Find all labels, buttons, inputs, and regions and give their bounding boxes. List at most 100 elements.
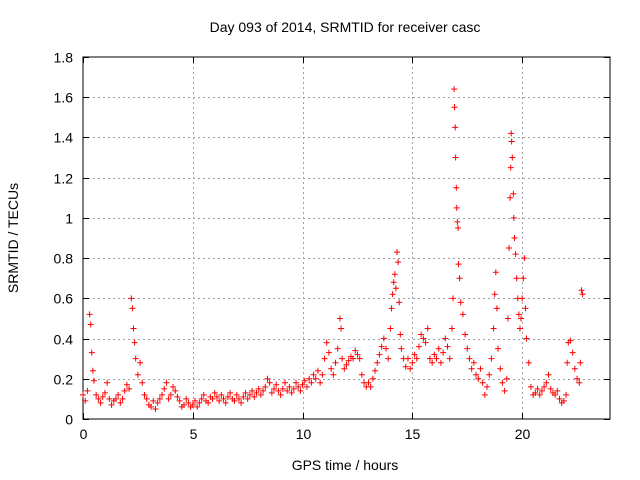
data-point bbox=[409, 359, 416, 366]
data-point bbox=[470, 359, 477, 366]
data-point bbox=[538, 387, 545, 394]
data-point bbox=[143, 395, 150, 402]
data-point bbox=[101, 389, 108, 396]
data-point bbox=[238, 399, 245, 406]
data-point bbox=[222, 399, 229, 406]
data-point bbox=[391, 271, 398, 278]
y-tick-label: 0.2 bbox=[54, 372, 74, 388]
data-point bbox=[397, 331, 404, 338]
data-point bbox=[523, 335, 530, 342]
data-point bbox=[89, 367, 96, 374]
data-point bbox=[378, 343, 385, 350]
data-point bbox=[97, 399, 104, 406]
data-point bbox=[117, 399, 124, 406]
data-point bbox=[198, 395, 205, 402]
data-point bbox=[262, 383, 269, 390]
data-point bbox=[424, 325, 431, 332]
data-point bbox=[365, 379, 372, 386]
data-point bbox=[273, 381, 280, 388]
data-point bbox=[541, 383, 548, 390]
data-point bbox=[209, 395, 216, 402]
y-tick-label: 0 bbox=[65, 412, 73, 428]
data-point bbox=[115, 391, 122, 398]
data-point bbox=[84, 387, 91, 394]
x-axis-label: GPS time / hours bbox=[292, 457, 399, 473]
data-point bbox=[139, 379, 146, 386]
data-point bbox=[433, 355, 440, 362]
data-point bbox=[431, 351, 438, 358]
data-point bbox=[266, 379, 273, 386]
data-point bbox=[418, 331, 425, 338]
data-point bbox=[82, 397, 89, 404]
data-point bbox=[477, 365, 484, 372]
data-point bbox=[512, 251, 519, 258]
data-point bbox=[380, 335, 387, 342]
data-point bbox=[493, 305, 500, 312]
data-point bbox=[264, 375, 271, 382]
data-point bbox=[332, 359, 339, 366]
data-point bbox=[520, 275, 527, 282]
plot-frame bbox=[82, 56, 611, 420]
data-point bbox=[121, 387, 128, 394]
data-point bbox=[290, 385, 297, 392]
data-point bbox=[323, 339, 330, 346]
data-point bbox=[106, 395, 113, 402]
data-point bbox=[255, 385, 262, 392]
data-point bbox=[170, 383, 177, 390]
data-point bbox=[183, 395, 190, 402]
y-tick-label: 0.6 bbox=[54, 291, 74, 307]
data-point bbox=[275, 387, 282, 394]
data-point bbox=[510, 214, 517, 221]
data-point bbox=[129, 305, 136, 312]
data-point bbox=[88, 349, 95, 356]
chart-title: Day 093 of 2014, SRMTID for receiver cas… bbox=[210, 19, 481, 35]
data-point bbox=[119, 395, 126, 402]
data-point bbox=[388, 305, 395, 312]
data-point bbox=[504, 315, 511, 322]
data-point bbox=[308, 379, 315, 386]
data-point bbox=[518, 315, 525, 322]
data-point bbox=[167, 391, 174, 398]
data-point bbox=[451, 104, 458, 111]
x-tick-label: 0 bbox=[80, 426, 88, 442]
data-point bbox=[576, 379, 583, 386]
data-point bbox=[563, 391, 570, 398]
data-point bbox=[455, 224, 462, 231]
data-point bbox=[277, 391, 284, 398]
axis-ticks: 0 5 10 15 20 0 0.2 0.4 0.6 0.8 1 1.2 1.4 1.6 1.8 bbox=[54, 50, 610, 442]
data-point bbox=[194, 403, 201, 410]
y-tick-label: 1 bbox=[65, 211, 73, 227]
data-point bbox=[552, 391, 559, 398]
data-point bbox=[165, 395, 172, 402]
data-point bbox=[457, 299, 464, 306]
data-point bbox=[161, 385, 168, 392]
data-point bbox=[130, 325, 137, 332]
data-point bbox=[286, 383, 293, 390]
data-point bbox=[292, 379, 299, 386]
data-point bbox=[515, 311, 522, 318]
data-point bbox=[317, 379, 324, 386]
data-point bbox=[191, 397, 198, 404]
data-point bbox=[95, 395, 102, 402]
data-point bbox=[513, 275, 520, 282]
data-point bbox=[163, 379, 170, 386]
data-point bbox=[560, 397, 567, 404]
data-point bbox=[435, 345, 442, 352]
data-point bbox=[459, 311, 466, 318]
data-point bbox=[451, 86, 458, 93]
data-point bbox=[398, 345, 405, 352]
data-point bbox=[282, 379, 289, 386]
data-point bbox=[224, 393, 231, 400]
data-point bbox=[556, 395, 563, 402]
data-point bbox=[343, 361, 350, 368]
data-point bbox=[429, 359, 436, 366]
data-point bbox=[473, 371, 480, 378]
data-point bbox=[376, 351, 383, 358]
x-tick-label: 10 bbox=[296, 426, 312, 442]
data-point bbox=[367, 383, 374, 390]
data-point bbox=[522, 305, 529, 312]
data-point bbox=[396, 299, 403, 306]
data-point bbox=[516, 325, 523, 332]
data-point bbox=[244, 395, 251, 402]
data-point bbox=[131, 339, 138, 346]
